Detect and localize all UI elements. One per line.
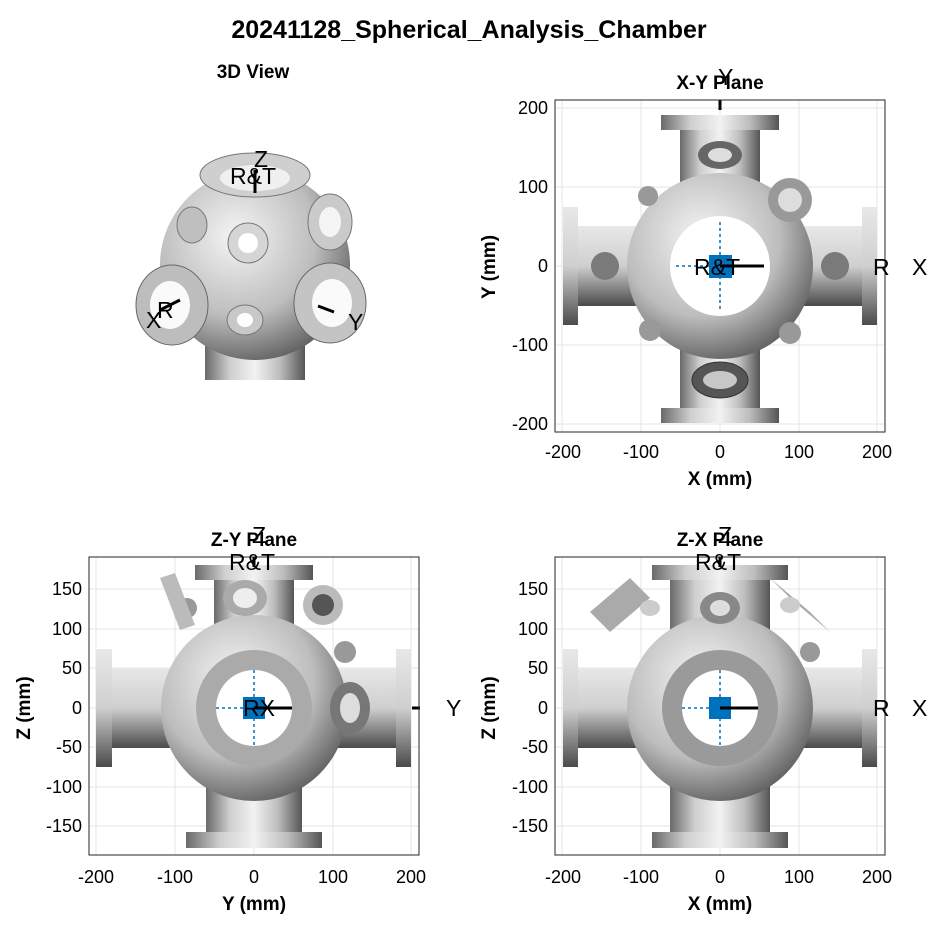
zy-axes-frame: [88, 556, 420, 856]
zy-panel: [88, 556, 420, 856]
zy-ytick: 50: [61, 658, 82, 678]
zx-ytick: 0: [537, 698, 548, 718]
zx-top-label: Z: [718, 522, 732, 548]
zx-ytick: 100: [517, 619, 548, 639]
xy-r-label: R: [873, 254, 890, 280]
zy-xlabel: Y (mm): [221, 894, 287, 915]
zx-x-label: X: [912, 695, 927, 721]
zx-xtick: -200: [544, 867, 582, 887]
zy-top-label: Z: [252, 522, 266, 548]
y-axis-arrow-3d: [317, 304, 335, 314]
zx-xtick: 100: [783, 867, 815, 887]
zx-xtick: 200: [861, 867, 893, 887]
xy-title: X-Y Plane: [676, 73, 764, 94]
xy-top-label: Y: [718, 64, 733, 90]
figure-title: 20241128_Spherical_Analysis_Chamber: [231, 16, 707, 44]
zy-xtick: -200: [77, 867, 115, 887]
zx-xlabel: X (mm): [687, 894, 753, 915]
xy-ytick: -100: [511, 335, 548, 355]
zx-axes-frame: [554, 556, 886, 856]
zy-ytick: 150: [51, 579, 82, 599]
zy-ytick: -150: [45, 816, 82, 836]
zy-ytick: 100: [51, 619, 82, 639]
view3d-title: 3D View: [216, 62, 290, 83]
zx-xtick: -100: [622, 867, 660, 887]
zy-ytick: 0: [71, 698, 82, 718]
zx-ytick: -100: [511, 777, 548, 797]
view3d-r-label: R: [157, 297, 174, 323]
xy-xtick: -100: [622, 442, 660, 462]
zx-ytick: -150: [511, 816, 548, 836]
xy-xtick: 0: [714, 442, 725, 462]
zx-r-label: R: [873, 695, 890, 721]
xy-xtick: 100: [783, 442, 815, 462]
zx-rt-label: R&T: [695, 549, 741, 575]
xy-ytick: 100: [517, 177, 548, 197]
zy-ytick: -50: [55, 737, 82, 757]
zy-ytick: -100: [45, 777, 82, 797]
zx-ytick: 150: [517, 579, 548, 599]
xy-xtick: -200: [544, 442, 582, 462]
xy-ytick: -200: [511, 414, 548, 434]
view3d-x-label: X: [146, 307, 161, 333]
zy-xtick: 200: [395, 867, 427, 887]
zy-xtick: 100: [317, 867, 349, 887]
zx-panel: [554, 556, 886, 856]
zy-rt-label: R&T: [229, 549, 275, 575]
zy-chamber-model: [96, 565, 411, 848]
zy-xtick: -100: [156, 867, 194, 887]
view3d-y-label: Y: [348, 309, 363, 335]
xy-xlabel: X (mm): [687, 469, 753, 490]
xy-center-label: R&T: [694, 254, 740, 280]
xy-x-label: X: [912, 254, 927, 280]
zy-title: Z-Y Plane: [210, 530, 298, 551]
zy-center-label: RX: [243, 695, 275, 721]
zx-ytick: -50: [521, 737, 548, 757]
xy-axes-frame: [554, 99, 886, 433]
zx-xtick: 0: [714, 867, 725, 887]
xy-panel: [554, 99, 886, 433]
xy-ytick: 200: [517, 98, 548, 118]
view3d-panel: [135, 152, 367, 380]
zy-xtick: 0: [248, 867, 259, 887]
x-axis-arrow-3d: [159, 298, 181, 312]
zx-title: Z-X Plane: [676, 530, 764, 551]
view3d-rt-label: R&T: [230, 163, 276, 189]
xy-ytick: 0: [537, 256, 548, 276]
xy-xtick: 200: [861, 442, 893, 462]
view3d-z-label: Z: [254, 146, 268, 172]
zy-y-label: Y: [446, 695, 461, 721]
zx-ytick: 50: [527, 658, 548, 678]
